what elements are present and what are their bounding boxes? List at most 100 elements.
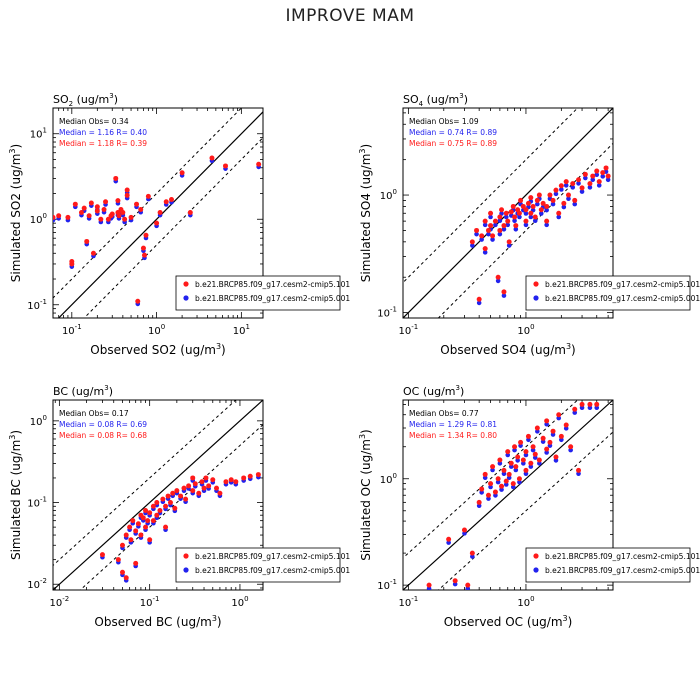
data-point-model-101 xyxy=(528,210,534,216)
data-point-model-001 xyxy=(479,237,484,242)
data-point-model-101 xyxy=(461,527,467,533)
data-point-model-101 xyxy=(603,165,609,171)
data-point-model-001 xyxy=(590,177,596,183)
one-to-two-line xyxy=(83,136,263,318)
data-point-model-101 xyxy=(167,500,173,506)
data-point-model-101 xyxy=(476,499,482,505)
data-point-model-101 xyxy=(187,209,193,215)
data-point-model-101 xyxy=(532,214,538,220)
data-point-model-101 xyxy=(576,467,582,473)
data-point-model-101 xyxy=(499,207,505,213)
legend-label: b.e21.BRCP85.f09_g17.cesm2-cmip5.101 xyxy=(195,552,350,561)
data-point-model-001 xyxy=(561,204,567,210)
legend-marker xyxy=(183,295,189,301)
data-point-model-101 xyxy=(217,490,223,496)
y-axis-label: Simulated SO2 (ug/m3) xyxy=(8,144,23,282)
data-point-model-101 xyxy=(53,214,56,220)
data-point-model-101 xyxy=(99,552,105,558)
data-point-model-101 xyxy=(199,479,205,485)
data-point-model-101 xyxy=(127,524,133,530)
chart-panel-bc: 10-2 10-1 100 10-2 10-1 100 BC (ug/m3) Observed… xyxy=(8,384,350,629)
y-tick-label: 10-1 xyxy=(377,578,397,592)
data-point-model-101 xyxy=(190,488,196,494)
data-point-model-101 xyxy=(256,161,262,167)
one-to-one-line xyxy=(53,400,263,590)
data-points xyxy=(53,155,262,307)
data-point-model-101 xyxy=(116,213,122,219)
y-tick-label: 100 xyxy=(380,472,397,486)
data-point-model-001 xyxy=(523,222,529,228)
data-point-model-101 xyxy=(497,214,503,220)
data-point-model-101 xyxy=(163,503,169,509)
data-point-model-001 xyxy=(566,196,571,202)
x-axis-label: Observed SO2 (ug/m3) xyxy=(90,342,225,357)
data-point-model-101 xyxy=(452,578,458,584)
data-point-model-101 xyxy=(133,528,139,534)
data-point-model-001 xyxy=(470,243,475,248)
data-point-model-101 xyxy=(122,216,128,222)
y-axis-label: Simulated OC (ug/m3) xyxy=(358,429,373,561)
data-point-model-001 xyxy=(556,214,562,220)
data-point-model-101 xyxy=(505,449,511,455)
data-point-model-101 xyxy=(179,170,185,176)
data-point-model-101 xyxy=(547,192,553,198)
data-point-model-101 xyxy=(86,213,92,219)
data-point-model-101 xyxy=(510,481,516,487)
chart-panel-oc: 10-1 100 10-1 100 OC (ug/m3) Observed OC (ug/… xyxy=(358,384,700,629)
data-point-model-101 xyxy=(109,211,115,217)
data-point-model-101 xyxy=(84,238,90,244)
data-point-model-101 xyxy=(558,433,564,439)
data-point-model-101 xyxy=(124,192,130,198)
data-point-model-101 xyxy=(515,454,521,460)
data-point-model-101 xyxy=(518,197,524,203)
data-point-model-101 xyxy=(492,218,498,224)
data-point-model-101 xyxy=(544,203,550,209)
data-point-model-101 xyxy=(565,192,571,198)
two-to-one-line xyxy=(53,108,243,299)
y-tick-label: 10-1 xyxy=(377,306,397,320)
data-point-model-101 xyxy=(503,210,509,216)
data-point-model-101 xyxy=(540,435,546,441)
stats-line-3: Median = 0.75 R= 0.89 xyxy=(409,139,497,148)
data-point-model-101 xyxy=(488,481,494,487)
stats-line-3: Median = 0.08 R= 0.68 xyxy=(59,431,147,440)
data-point-model-101 xyxy=(596,179,602,185)
data-point-model-101 xyxy=(190,475,196,481)
data-point-model-101 xyxy=(544,218,550,224)
chart-panel-so2: 10-1 100 101 10-1 100 101 SO2 (ug/m3) Observed … xyxy=(8,92,350,357)
data-point-model-101 xyxy=(474,227,480,233)
y-tick-label: 100 xyxy=(30,414,47,428)
data-point-model-001 xyxy=(553,191,559,197)
data-point-model-101 xyxy=(482,471,488,477)
data-point-model-001 xyxy=(570,185,576,190)
data-point-model-101 xyxy=(103,199,109,205)
data-point-model-001 xyxy=(563,183,569,188)
data-point-model-001 xyxy=(493,222,498,228)
data-point-model-001 xyxy=(495,278,501,284)
data-point-model-101 xyxy=(520,457,526,463)
data-point-model-101 xyxy=(508,209,514,215)
data-point-model-101 xyxy=(201,485,207,491)
data-point-model-001 xyxy=(538,211,544,216)
data-point-model-101 xyxy=(561,200,567,206)
data-point-model-101 xyxy=(516,476,522,482)
data-point-model-101 xyxy=(488,223,494,229)
data-point-model-101 xyxy=(130,518,136,524)
data-point-model-101 xyxy=(203,475,209,481)
data-point-model-001 xyxy=(499,211,504,216)
legend-marker xyxy=(533,281,539,287)
data-point-model-101 xyxy=(490,233,496,239)
data-point-model-001 xyxy=(523,211,529,216)
data-point-model-101 xyxy=(115,557,121,563)
data-point-model-101 xyxy=(154,512,160,518)
stats-line-2: Median = 0.74 R= 0.89 xyxy=(409,128,497,137)
data-point-model-101 xyxy=(518,439,524,445)
data-point-model-101 xyxy=(556,210,562,216)
data-point-model-001 xyxy=(501,226,507,232)
legend: b.e21.BRCP85.f09_g17.cesm2-cmip5.101 b.e2… xyxy=(175,547,350,583)
data-point-model-101 xyxy=(94,208,100,214)
data-point-model-101 xyxy=(135,298,141,304)
data-point-model-001 xyxy=(486,231,491,237)
x-tick-label: 10-1 xyxy=(399,595,419,609)
